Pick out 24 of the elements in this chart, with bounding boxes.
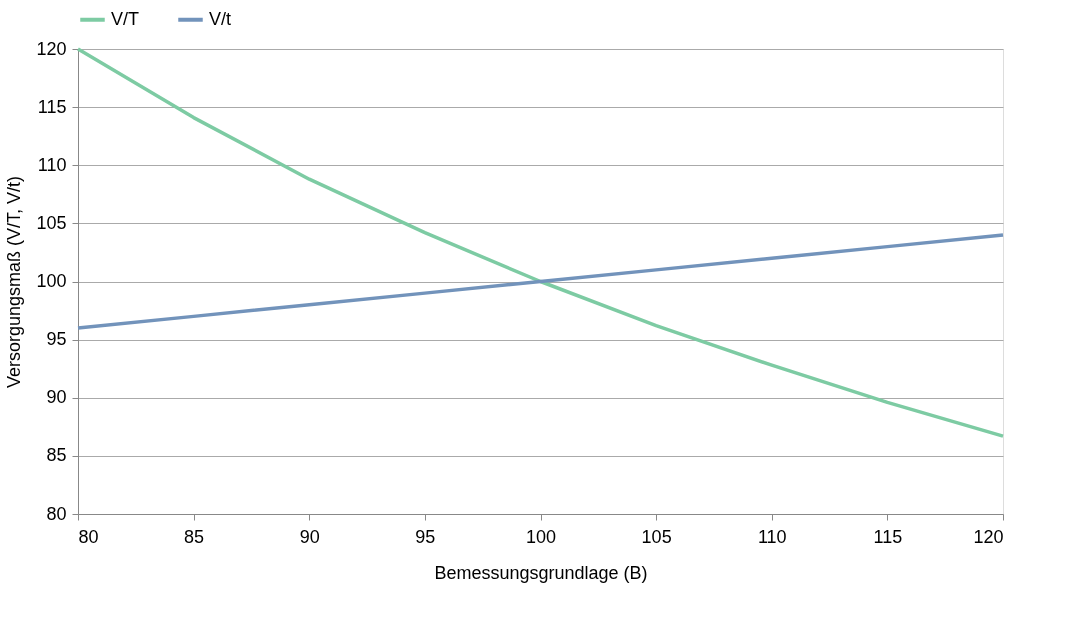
legend-label: V/t [209,8,232,29]
x-tick-label: 90 [299,526,320,547]
x-tick-label: 110 [757,526,787,547]
line-series [76,233,1005,330]
y-axis-title: Versorgungsmaß (V/T, V/t) [4,175,25,389]
y-tick-label: 100 [36,271,67,291]
x-tick-label: 85 [184,526,205,547]
y-tick-label: 85 [46,445,67,466]
x-tick-label: 95 [415,526,436,547]
y-tick-label: 115 [37,96,67,117]
x-tick-label: 80 [78,526,99,547]
legend-label: V/T [111,8,140,29]
x-tick-label: 105 [641,526,672,547]
y-tick-label: 80 [46,503,67,524]
x-axis-title: Bemessungsgrundlage (B) [434,562,648,583]
y-tick-label: 90 [46,387,67,408]
line-series [76,47,1005,438]
y-tick-label: 110 [37,154,67,175]
x-tick-label: 120 [973,526,1004,547]
y-tick-label: 105 [36,212,67,233]
x-tick-label: 100 [525,526,557,547]
y-tick-label: 120 [36,38,67,59]
x-tick-label: 115 [873,526,903,547]
y-tick-label: 95 [46,329,67,350]
